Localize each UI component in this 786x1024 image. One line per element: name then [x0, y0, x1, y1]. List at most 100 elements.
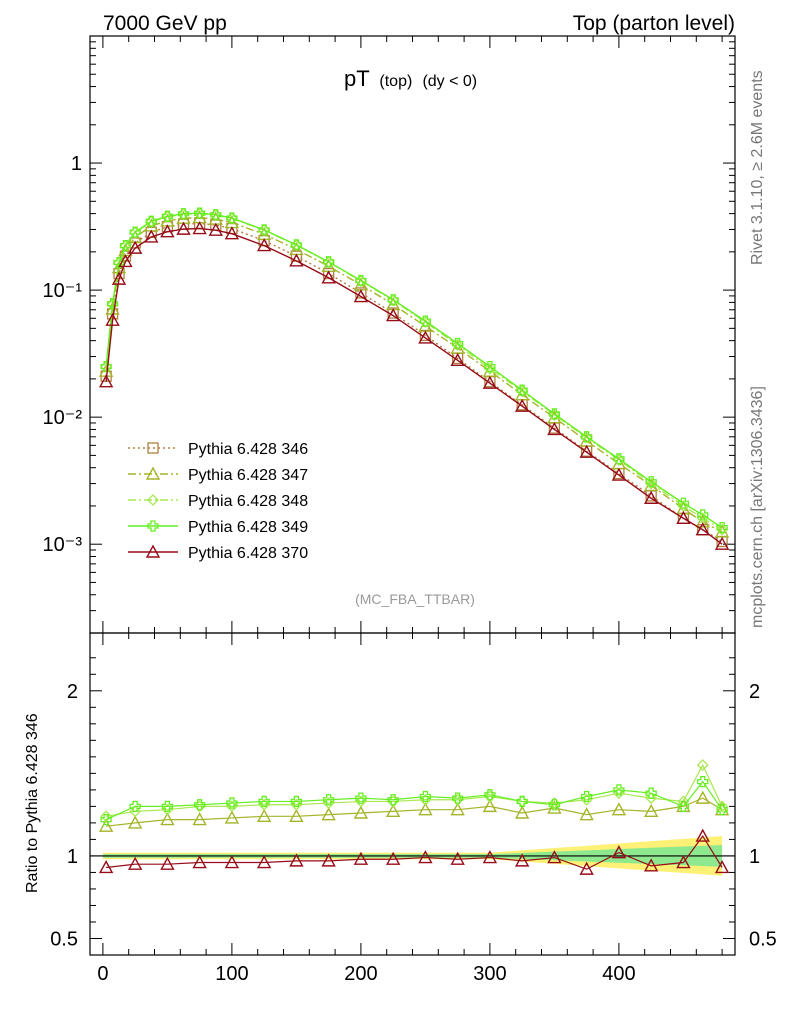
data-point [387, 294, 399, 306]
series-line [105, 216, 723, 533]
data-point [321, 853, 336, 867]
legend-label: Pythia 6.428 347 [188, 467, 308, 484]
main-series-group [98, 207, 730, 550]
data-point [419, 329, 432, 342]
data-point [548, 409, 561, 421]
data-point [695, 790, 710, 804]
data-point [210, 209, 222, 221]
ratio-series-line [106, 835, 723, 870]
ratio-series-line [106, 797, 723, 827]
data-point [612, 454, 625, 466]
data-point [226, 212, 238, 224]
data-point [482, 850, 498, 864]
rivet-label: Rivet 3.1.10, ≥ 2.6M events [749, 70, 766, 265]
data-point [100, 813, 112, 826]
data-point [418, 330, 433, 344]
data-point [256, 238, 272, 252]
data-point [289, 253, 304, 267]
data-point [385, 308, 401, 322]
data-point [451, 339, 464, 351]
data-point [611, 467, 627, 481]
data-point [385, 851, 401, 865]
data-point [716, 521, 728, 534]
data-point [516, 795, 528, 808]
y-tick-label: 10⁻² [43, 407, 83, 429]
data-point [450, 851, 465, 865]
main-axis-ticks: 1 10⁻¹ 10⁻² 10⁻³ [43, 35, 735, 955]
data-point [321, 270, 336, 284]
data-point [127, 815, 143, 829]
header-right: Top (parton level) [573, 12, 735, 35]
data-point [194, 799, 206, 811]
data-point [100, 810, 113, 823]
data-point [290, 795, 303, 808]
data-point [676, 510, 691, 524]
data-point [514, 853, 530, 867]
data-point [611, 802, 627, 816]
data-point [613, 453, 625, 465]
data-point [514, 398, 530, 412]
ratio-panel-frame [89, 632, 736, 956]
data-point [547, 850, 562, 864]
data-point [677, 800, 690, 813]
data-point [613, 784, 625, 796]
data-point [160, 224, 175, 238]
data-point [484, 789, 496, 801]
y-tick-label: 1 [71, 153, 82, 175]
legend-label: Pythia 6.428 349 [188, 519, 308, 536]
data-point [695, 514, 710, 528]
data-point [129, 800, 141, 813]
data-point [676, 855, 691, 869]
data-point [160, 812, 175, 826]
data-point [482, 375, 498, 389]
data-point [580, 431, 593, 444]
data-point [716, 523, 729, 536]
data-point [452, 792, 464, 804]
data-point [450, 802, 465, 816]
legend-label: Pythia 6.428 348 [188, 493, 308, 510]
data-point [111, 271, 127, 285]
data-point [716, 804, 728, 816]
ratio-y-tick-label: 0.5 [749, 928, 777, 950]
title-cond: (dy < 0) [422, 73, 477, 90]
data-point [482, 798, 498, 813]
data-point [353, 805, 369, 819]
data-point [419, 790, 432, 803]
data-point [697, 509, 709, 521]
data-point [514, 805, 530, 819]
data-point [548, 799, 561, 811]
y-tick-label: 10⁻³ [43, 534, 83, 556]
data-point [548, 408, 561, 420]
data-point [419, 316, 432, 329]
data-point [127, 240, 143, 254]
data-point [177, 208, 190, 220]
ratio-series-line [106, 763, 723, 817]
ratio-ylabel: Ratio to Pythia 6.428 346 [24, 713, 41, 893]
analysis-label: (MC_FBA_TTBAR) [355, 591, 475, 607]
data-point [714, 860, 730, 874]
data-point [643, 858, 659, 872]
data-point [147, 442, 159, 454]
data-point [145, 466, 161, 480]
data-point [645, 792, 658, 805]
data-point [385, 803, 401, 818]
data-point [145, 215, 157, 227]
data-point [516, 385, 529, 398]
data-point [353, 289, 369, 303]
ratio-axis-ticks: 0 100 200 300 400 0.5 0.5 1 1 2 2 [50, 657, 777, 985]
main-title: pT (top) (dy < 0) [344, 66, 477, 91]
data-point [579, 444, 594, 458]
data-point [176, 221, 191, 235]
ratio-series-group [98, 759, 730, 875]
title-sub: (top) [379, 73, 412, 90]
data-point [161, 210, 174, 222]
data-point [645, 476, 657, 488]
data-point [387, 294, 400, 307]
data-point [289, 853, 304, 867]
data-point [547, 421, 562, 436]
data-point [258, 224, 270, 236]
data-point [98, 374, 114, 388]
data-point [418, 802, 433, 816]
data-point [387, 794, 399, 806]
